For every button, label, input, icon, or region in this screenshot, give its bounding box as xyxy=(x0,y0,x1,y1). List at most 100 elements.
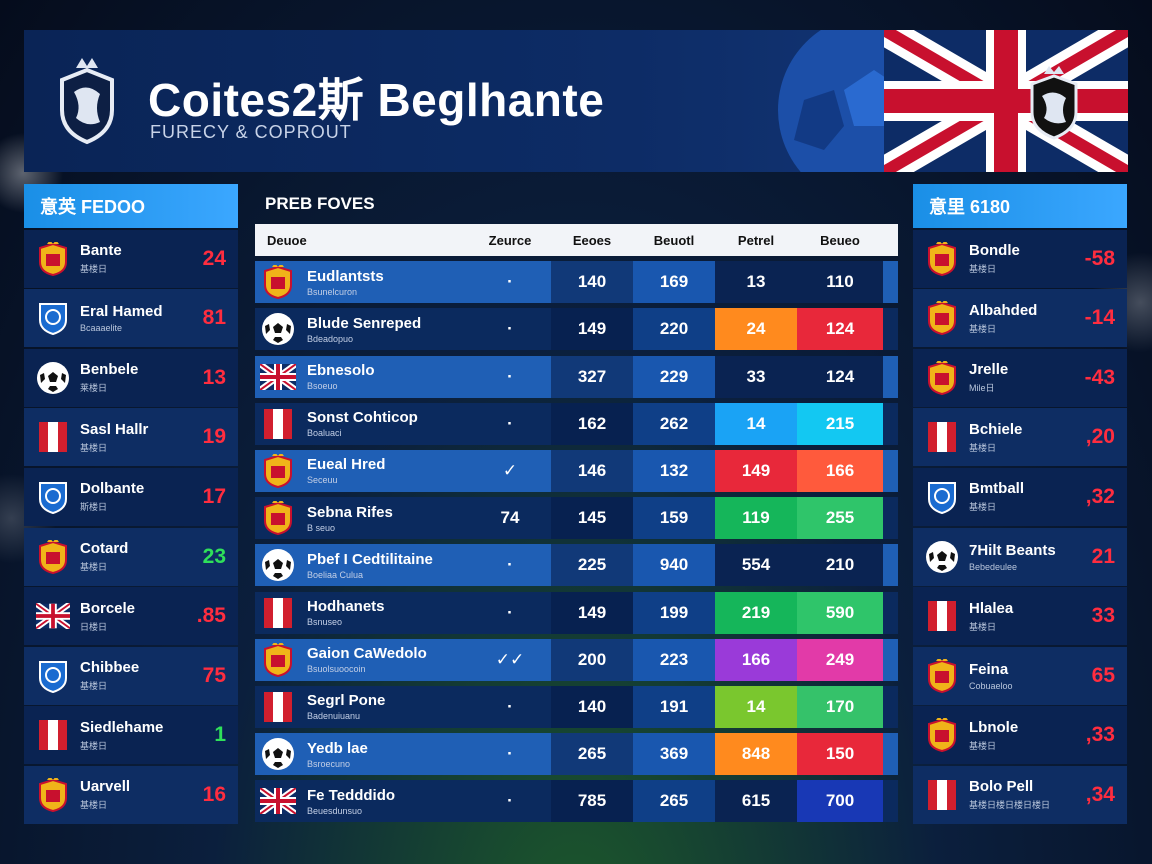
team-name: Sasl Hallr xyxy=(80,420,149,438)
standings-row[interactable]: Bolo Pell 基楼日楼日楼日楼日 ,34 xyxy=(913,765,1127,824)
standings-row[interactable]: Bante 基楼日 24 xyxy=(24,229,238,288)
standings-row[interactable]: Benbele 莱楼日 13 xyxy=(24,348,238,407)
team-score: ,33 xyxy=(1085,723,1115,747)
table-cell: 249 xyxy=(797,638,883,681)
table-cell: 166 xyxy=(715,638,797,681)
table-cell: 220 xyxy=(633,308,715,351)
table-row[interactable]: Sonst Cohticop Boaluaci · 162 262 14 215 xyxy=(255,402,898,445)
team-subtitle: Badenuiuanu xyxy=(307,711,361,722)
standings-row[interactable]: Feina Cobuaeloo 65 xyxy=(913,646,1127,705)
standings-row[interactable]: Hlalea 基楼日 33 xyxy=(913,587,1127,646)
standings-row[interactable]: 7Hilt Beants Bebedeulee 21 xyxy=(913,527,1127,586)
standings-row[interactable]: Uarvell 基楼日 16 xyxy=(24,765,238,824)
table-cell: 785 xyxy=(551,780,633,823)
standings-row[interactable]: Eral Hamed Bcaaaelite 81 xyxy=(24,289,238,348)
standings-row[interactable]: Bmtball 基楼日 ,32 xyxy=(913,467,1127,526)
team-subtitle: Bsoeuo xyxy=(307,381,338,392)
table-cell: 110 xyxy=(797,261,883,304)
standings-row[interactable]: Borcele 日楼日 .85 xyxy=(24,587,238,646)
table-cell: 119 xyxy=(715,497,797,540)
team-score: 65 xyxy=(1091,663,1115,687)
table-cell: ✓ xyxy=(502,460,518,480)
club-crest-icon xyxy=(60,58,114,145)
standings-row[interactable]: Jrelle Mile日 -43 xyxy=(913,348,1127,407)
team-score: 21 xyxy=(1091,544,1115,568)
team-info: Cotard 基楼日 xyxy=(80,540,203,573)
standings-row[interactable]: Dolbante 斯楼日 17 xyxy=(24,467,238,526)
team-score: 81 xyxy=(202,306,226,330)
table-cell: 149 xyxy=(551,591,633,634)
table-row[interactable]: Gaion CaWedolo Bsuolsuoocoin ✓✓ 200 223 166 24… xyxy=(255,638,898,681)
team-info: 7Hilt Beants Bebedeulee xyxy=(969,542,1092,572)
team-info: Blude Senreped Bdeadopuo xyxy=(301,315,469,344)
soccer-ball-icon xyxy=(255,737,301,771)
column-header[interactable]: Eeoes xyxy=(572,232,612,248)
column-header[interactable]: Petrel xyxy=(737,232,775,248)
shield-icon xyxy=(36,659,70,693)
column-header[interactable]: Deuoe xyxy=(267,232,307,248)
uk-flag-icon xyxy=(255,788,301,815)
flag-icon xyxy=(36,718,70,752)
table-row[interactable]: Ebnesolo Bsoeuo · 327 229 33 124 xyxy=(255,355,898,398)
table-row[interactable]: Pbef I Cedtilitaine Boeliaa Culua · 225 940 5… xyxy=(255,544,898,587)
team-info: Bante 基楼日 xyxy=(80,242,203,275)
team-score: ,34 xyxy=(1085,782,1115,806)
table-cell: 170 xyxy=(797,685,883,728)
table-cell: 14 xyxy=(715,685,797,728)
shield-icon xyxy=(36,480,70,514)
standings-row[interactable]: Lbnole 基楼日 ,33 xyxy=(913,706,1127,765)
table-row[interactable]: Fe Tedddido Beuesdunsuo · 785 265 615 700 xyxy=(255,780,898,823)
team-score: 1 xyxy=(214,723,226,747)
team-name: Eueal Hred xyxy=(307,456,386,474)
table-cell: 159 xyxy=(633,497,715,540)
table-cell: 124 xyxy=(797,308,883,351)
team-info: Borcele 日楼日 xyxy=(80,600,197,633)
team-info: Gaion CaWedolo Bsuolsuoocoin xyxy=(301,645,469,674)
team-name: Feina xyxy=(969,660,1009,678)
team-name: Ebnesolo xyxy=(307,362,375,380)
team-info: Benbele 莱楼日 xyxy=(80,361,203,394)
team-info: Eueal Hred Seceuu xyxy=(301,456,469,485)
standings-row[interactable]: Albahded 基楼日 -14 xyxy=(913,289,1127,348)
team-name: 7Hilt Beants xyxy=(969,541,1056,559)
uk-flag-icon xyxy=(255,363,301,390)
team-name: Bante xyxy=(80,242,122,260)
column-header[interactable]: Zeurce xyxy=(488,232,532,248)
team-subtitle: Mile日 xyxy=(969,383,995,394)
column-header[interactable]: Beuotl xyxy=(653,232,695,248)
team-subtitle: Bsnuseo xyxy=(307,617,343,627)
table-cell: · xyxy=(507,319,513,339)
table-row[interactable]: Blude Senreped Bdeadopuo · 149 220 24 124 xyxy=(255,308,898,351)
table-row[interactable]: Eudlantsts Bsunelcuron · 140 169 13 110 xyxy=(255,261,898,304)
soccer-ball-icon xyxy=(255,312,301,346)
team-name: Hodhanets xyxy=(307,598,385,615)
table-row[interactable]: Eueal Hred Seceuu ✓ 146 132 149 166 xyxy=(255,449,898,492)
team-info: Eudlantsts Bsunelcuron xyxy=(301,268,469,297)
team-subtitle: 基楼日 xyxy=(969,264,997,275)
standings-row[interactable]: Bondle 基楼日 -58 xyxy=(913,229,1127,288)
column-header[interactable]: Beueo xyxy=(820,232,860,248)
table-row[interactable]: Hodhanets Bsnuseo · 149 199 219 590 xyxy=(255,591,898,634)
table-cell: 229 xyxy=(633,355,715,398)
standings-row[interactable]: Sasl Hallr 基楼日 19 xyxy=(24,408,238,467)
team-name: Eral Hamed xyxy=(80,303,163,321)
soccer-ball-icon xyxy=(36,361,70,395)
table-row[interactable]: Sebna Rifes B seuo 74 145 159 119 255 xyxy=(255,497,898,540)
team-subtitle: 基楼日 xyxy=(969,740,997,751)
standings-row[interactable]: Bchiele 基楼日 ,20 xyxy=(913,408,1127,467)
table-cell: 219 xyxy=(715,591,797,634)
team-info: Bondle 基楼日 xyxy=(969,242,1085,275)
table-row[interactable]: Yedb lae Bsroecuno · 265 369 848 150 xyxy=(255,733,898,776)
table-header: Deuoe Zeurce Eeoes Beuotl Petrel Beueo xyxy=(255,224,898,256)
table-cell: 124 xyxy=(797,355,883,398)
fixtures-title: PREB FOVES xyxy=(265,194,375,213)
table-cell: 140 xyxy=(551,261,633,304)
standings-row[interactable]: Cotard 基楼日 23 xyxy=(24,527,238,586)
team-subtitle: 基楼日 xyxy=(80,562,108,573)
page-title: Coites2斯 Beglhante xyxy=(148,74,605,126)
standings-row[interactable]: Siedlehame 基楼日 1 xyxy=(24,706,238,765)
table-row[interactable]: Segrl Pone Badenuiuanu · 140 191 14 170 xyxy=(255,685,898,728)
flag-icon xyxy=(255,407,301,441)
table-cell: · xyxy=(507,602,513,622)
standings-row[interactable]: Chibbee 基楼日 75 xyxy=(24,646,238,705)
